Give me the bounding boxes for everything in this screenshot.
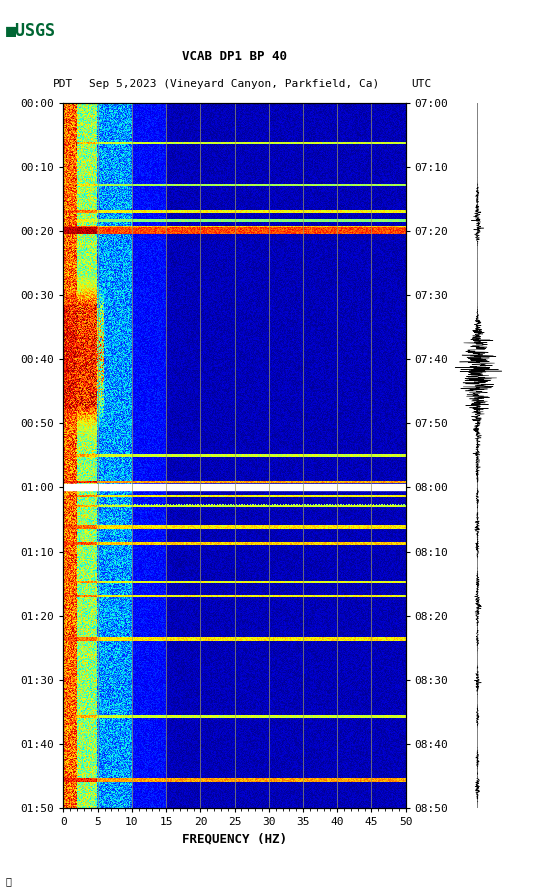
Text: PDT: PDT	[52, 79, 73, 89]
Bar	[63, 484, 406, 490]
Text: Sep 5,2023 (Vineyard Canyon, Parkfield, Ca): Sep 5,2023 (Vineyard Canyon, Parkfield, …	[89, 79, 380, 89]
Text: UTC: UTC	[411, 79, 432, 89]
Text: ■USGS: ■USGS	[6, 22, 56, 40]
Text: ˄: ˄	[6, 876, 12, 886]
X-axis label: FREQUENCY (HZ): FREQUENCY (HZ)	[182, 833, 287, 846]
Text: VCAB DP1 BP 40: VCAB DP1 BP 40	[182, 49, 287, 63]
